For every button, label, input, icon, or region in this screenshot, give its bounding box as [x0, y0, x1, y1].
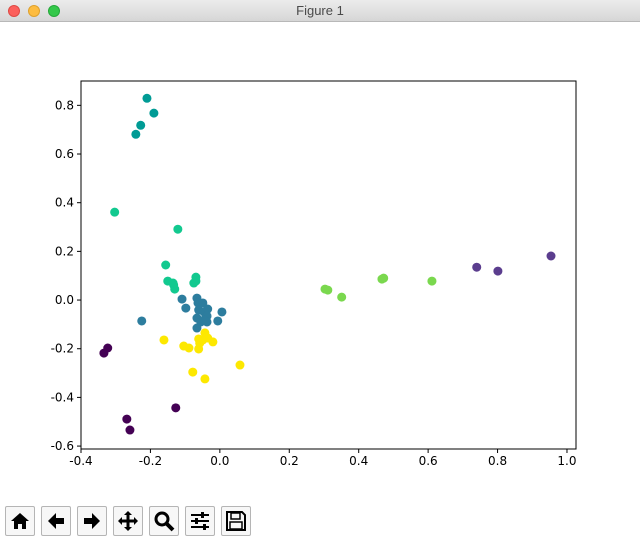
x-tick-label: 1.0	[557, 454, 576, 468]
x-tick-label: -0.2	[139, 454, 162, 468]
pan-button[interactable]	[113, 506, 143, 536]
point	[122, 414, 132, 424]
back-button[interactable]	[41, 506, 71, 536]
x-tick-label: 0.2	[280, 454, 299, 468]
point	[472, 262, 482, 272]
point	[137, 316, 147, 326]
y-tick-label: 0.6	[55, 147, 74, 161]
point	[142, 93, 152, 103]
point	[161, 260, 171, 270]
x-tick-label: -0.4	[69, 454, 92, 468]
point	[181, 303, 191, 313]
point	[110, 207, 120, 217]
zoom-tool-button[interactable]	[149, 506, 179, 536]
forward-button[interactable]	[77, 506, 107, 536]
point	[168, 278, 178, 288]
y-tick-label: 0.8	[55, 98, 74, 112]
point	[199, 315, 209, 325]
save-button[interactable]	[221, 506, 251, 536]
point	[323, 285, 333, 295]
y-tick-label: 0.0	[55, 293, 74, 307]
home-button[interactable]	[5, 506, 35, 536]
point	[203, 304, 213, 314]
point	[125, 425, 135, 435]
x-tick-label: 0.8	[488, 454, 507, 468]
point	[103, 343, 113, 353]
x-tick-label: 0.0	[210, 454, 229, 468]
point	[177, 294, 187, 304]
x-tick-label: 0.4	[349, 454, 368, 468]
point	[191, 276, 201, 286]
close-button[interactable]	[8, 5, 20, 17]
y-tick-label: 0.2	[55, 244, 74, 258]
minimize-button[interactable]	[28, 5, 40, 17]
point	[192, 323, 202, 333]
point	[337, 292, 347, 302]
point	[131, 129, 141, 139]
point	[493, 266, 503, 276]
y-tick-label: -0.2	[51, 342, 74, 356]
point	[379, 273, 389, 283]
point	[213, 316, 223, 326]
point	[208, 337, 218, 347]
y-tick-label: -0.6	[51, 439, 74, 453]
x-tick-label: 0.6	[419, 454, 438, 468]
point	[136, 120, 146, 130]
point	[159, 335, 169, 345]
point	[217, 307, 227, 317]
point	[188, 367, 198, 377]
point	[235, 360, 245, 370]
point	[149, 108, 159, 118]
point	[546, 251, 556, 261]
zoom-button[interactable]	[48, 5, 60, 17]
window-title: Figure 1	[296, 3, 344, 18]
point	[171, 403, 181, 413]
axes-frame	[80, 80, 577, 450]
point	[200, 374, 210, 384]
point	[198, 335, 208, 345]
chart: -0.4 -0.2 0.0 0.2 0.4 0.6 0.8 1.0-0.6-0.4-0.20.…	[51, 80, 577, 468]
title-bar: Figure 1	[0, 0, 640, 22]
point	[173, 224, 183, 234]
configure-button[interactable]	[185, 506, 215, 536]
toolbar	[0, 504, 640, 540]
y-tick-label: 0.4	[55, 196, 74, 210]
point	[427, 276, 437, 286]
y-tick-label: -0.4	[51, 390, 74, 404]
point	[184, 343, 194, 353]
point	[198, 298, 208, 308]
